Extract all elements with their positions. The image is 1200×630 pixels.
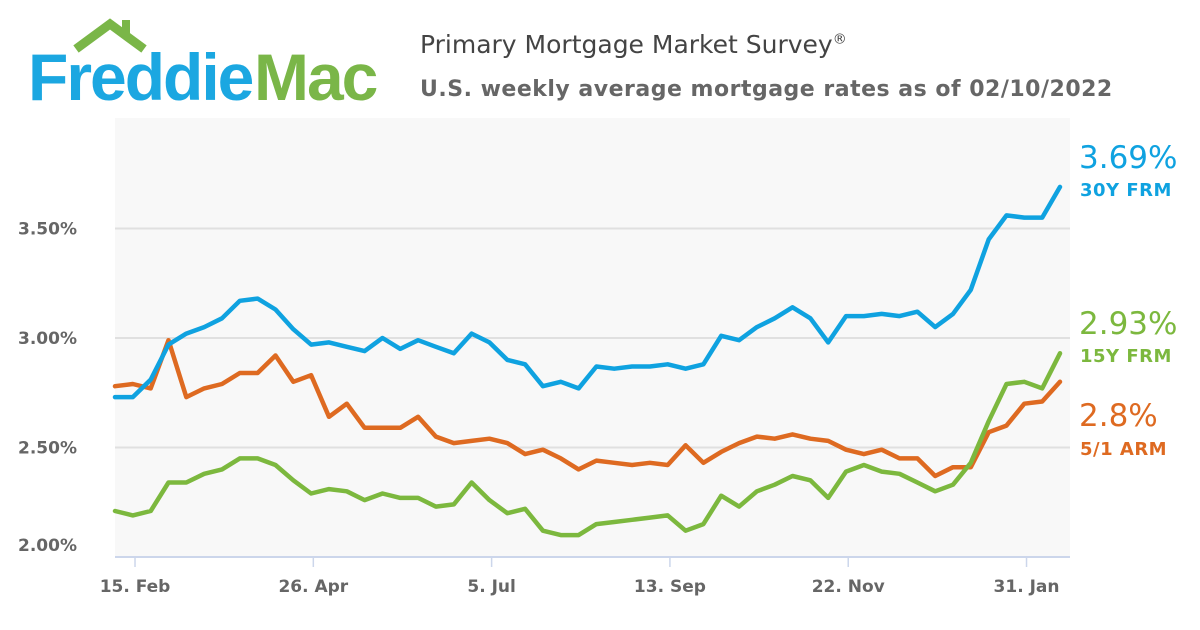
- title-text: Primary Mortgage Market Survey: [420, 30, 833, 59]
- y-tick-label: 2.50%: [18, 439, 77, 459]
- y-tick-label: 2.00%: [18, 536, 77, 556]
- legend-15y-frm: 15Y FRM: [1080, 346, 1172, 367]
- latest-arm-value: 2.8%: [1079, 398, 1158, 434]
- x-tick-label: 5. Jul: [467, 577, 515, 597]
- series-line-15y-frm: [112, 351, 1063, 538]
- legend-5-1-arm: 5/1 ARM: [1080, 439, 1168, 460]
- series-line-5-1-arm: [112, 337, 1063, 479]
- legend-30y-frm: 30Y FRM: [1080, 180, 1172, 201]
- x-tick-label: 13. Sep: [634, 577, 706, 597]
- registered-mark: ®: [832, 31, 847, 48]
- logo-mac: Mac: [254, 40, 378, 114]
- y-tick-label: 3.00%: [18, 329, 77, 349]
- logo-freddie: Freddie: [28, 40, 254, 114]
- house-roof-icon: [73, 18, 147, 53]
- x-tick-label: 15. Feb: [100, 577, 171, 597]
- x-tick-label: 31. Jan: [994, 577, 1060, 597]
- x-tick-label: 26. Apr: [278, 577, 348, 597]
- freddie-mac-logo: Freddie Mac: [28, 16, 388, 110]
- latest-15y-value: 2.93%: [1079, 306, 1178, 342]
- x-tick-label: 22. Nov: [812, 577, 885, 597]
- series-line-30y-frm: [112, 184, 1063, 400]
- latest-30y-value: 3.69%: [1079, 140, 1178, 176]
- y-tick-label: 3.50%: [18, 220, 77, 240]
- chart-subtitle: U.S. weekly average mortgage rates as of…: [420, 77, 1113, 102]
- chart-title: Primary Mortgage Market Survey®: [420, 30, 847, 59]
